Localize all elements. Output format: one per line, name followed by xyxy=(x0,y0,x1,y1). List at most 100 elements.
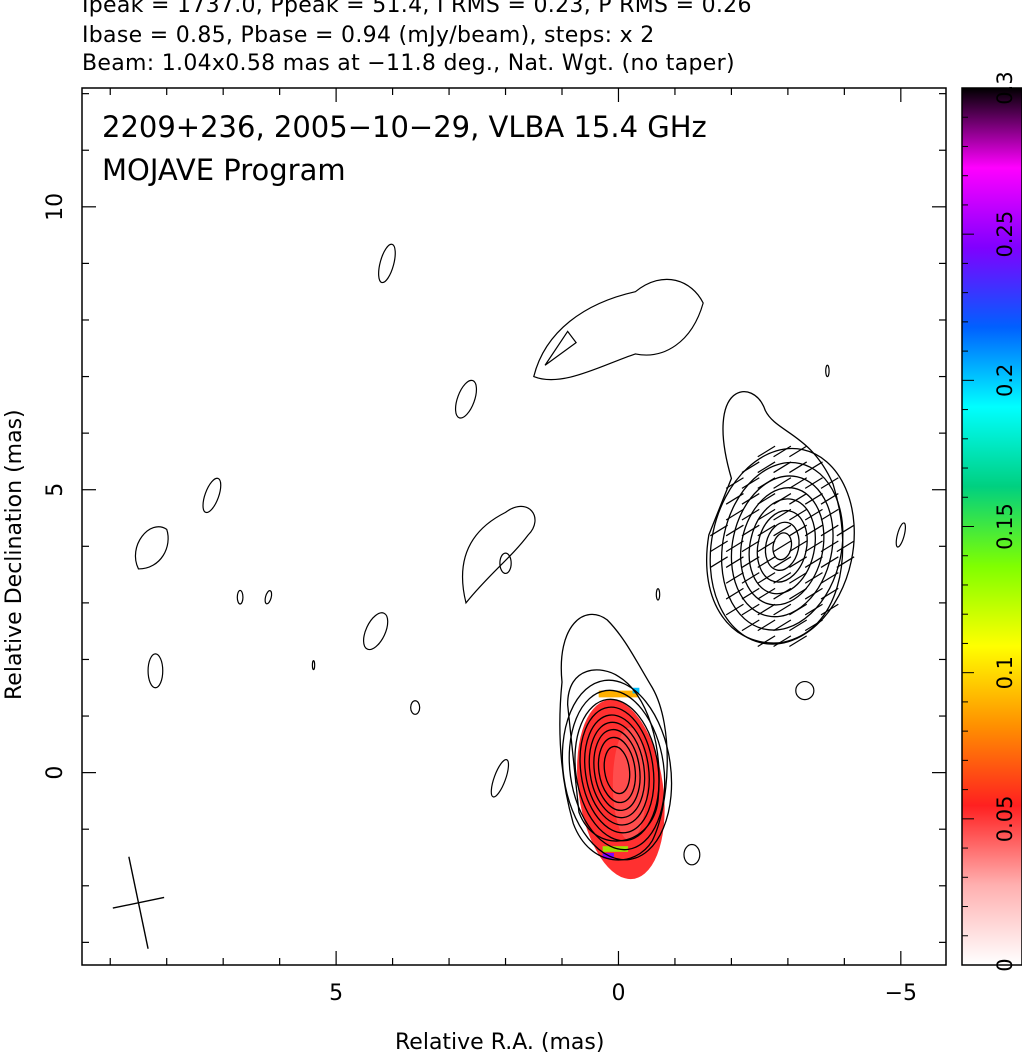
faint-contour-blob-mid xyxy=(461,505,536,605)
polarization-vector xyxy=(757,556,776,568)
y-tick-label: 5 xyxy=(43,483,68,497)
polarization-vector xyxy=(820,556,839,568)
polarization-vector xyxy=(741,477,760,489)
polarization-edge-top xyxy=(598,690,639,698)
polarization-vector xyxy=(789,603,808,616)
polarization-vector xyxy=(820,603,839,616)
core-contour xyxy=(597,736,637,804)
x-axis-label: Relative R.A. (mas) xyxy=(395,1030,605,1055)
polarization-vector xyxy=(710,540,728,553)
polarization-vector xyxy=(820,572,839,584)
polarization-vector xyxy=(757,587,776,600)
beam-marker xyxy=(112,856,165,949)
jet-contour xyxy=(739,487,825,606)
polarization-vector xyxy=(820,540,839,553)
colorbar-tick-label: 0.1 xyxy=(993,656,1017,689)
core-contour xyxy=(593,728,641,812)
faint-contour xyxy=(410,700,421,715)
polarization-vector xyxy=(741,619,760,632)
polarization-vector xyxy=(789,524,808,537)
core-contour xyxy=(588,721,646,819)
faint-contour xyxy=(490,759,510,798)
polarization-vector xyxy=(741,493,760,505)
polarization-vector xyxy=(773,477,792,489)
axis-ticks xyxy=(82,88,946,965)
header-stats-line: Ipeak = 1737.0, Ppeak = 51.4, I RMS = 0.… xyxy=(82,0,752,18)
polarization-vector xyxy=(789,572,808,584)
polarization-vector xyxy=(741,524,760,537)
polarization-vector xyxy=(773,635,792,647)
faint-contour xyxy=(825,364,830,378)
polarization-vector xyxy=(804,508,823,521)
faint-contour xyxy=(362,612,389,651)
polarization-vector xyxy=(757,508,776,521)
polarization-vector xyxy=(804,603,823,616)
polarization-vector xyxy=(757,461,776,474)
faint-contour xyxy=(378,243,396,284)
faint-contour xyxy=(202,477,222,514)
polarization-vector xyxy=(773,587,792,600)
polarization-vector xyxy=(757,445,776,458)
faint-contour xyxy=(147,653,164,689)
jet-contour xyxy=(709,447,855,645)
jet-contour xyxy=(764,521,800,571)
x-tick-label: 0 xyxy=(611,981,625,1006)
polarization-vector xyxy=(773,556,792,568)
faint-contour xyxy=(895,522,907,548)
polarization-vector xyxy=(820,493,839,505)
faint-contour xyxy=(264,590,273,605)
polarization-vector xyxy=(741,556,760,568)
jet-contour xyxy=(772,532,793,561)
polarization-vector xyxy=(725,540,744,553)
polarization-vector xyxy=(725,587,744,600)
polarization-vectors xyxy=(710,445,855,647)
polarization-vector xyxy=(741,587,760,600)
polarization-vector xyxy=(789,477,808,489)
polarization-vector xyxy=(789,508,808,521)
faint-contour-blob-north xyxy=(533,278,704,381)
polarization-vector xyxy=(757,635,776,647)
colorbar-ticks: 0 0.05 0.1 0.15 0.2 0.25 0.3 xyxy=(962,71,1017,972)
header-beam-line: Beam: 1.04x0.58 mas at −11.8 deg., Nat. … xyxy=(82,51,735,76)
polarization-vector xyxy=(836,524,855,537)
polarization-vector xyxy=(789,635,808,647)
map-layer xyxy=(134,243,907,880)
polarization-vector xyxy=(757,477,776,489)
y-axis-label: Relative Declination (mas) xyxy=(2,409,27,700)
plot-subtitle: MOJAVE Program xyxy=(102,153,346,187)
polarization-vector xyxy=(820,508,839,521)
polarization-vector xyxy=(725,477,744,489)
polarization-vector xyxy=(804,477,823,489)
core-envelope-outer xyxy=(559,613,668,861)
core-contour xyxy=(603,745,631,795)
polarization-vector xyxy=(789,540,808,553)
plot-title: 2209+236, 2005−10−29, VLBA 15.4 GHz xyxy=(102,110,707,144)
polarization-vector xyxy=(725,508,744,521)
polarization-vector xyxy=(757,572,776,584)
core-contour xyxy=(574,698,660,842)
faint-contour xyxy=(311,660,316,671)
polarization-vector xyxy=(773,508,792,521)
faint-contours xyxy=(134,243,907,866)
colorbar-tick-label: 0.15 xyxy=(993,503,1017,550)
polarization-vector xyxy=(710,524,728,537)
core-contour xyxy=(579,706,655,834)
polarization-vector xyxy=(757,493,776,505)
polarization-vector xyxy=(741,540,760,553)
jet-contour xyxy=(720,461,844,631)
polarization-vector xyxy=(773,619,792,632)
polarization-vector xyxy=(804,572,823,584)
jet-contour xyxy=(730,475,834,618)
polarization-vector xyxy=(741,572,760,584)
polarization-vector xyxy=(836,540,855,553)
colorbar-tick-label: 0.2 xyxy=(993,364,1017,397)
polarization-vector xyxy=(804,556,823,568)
core-contour xyxy=(568,689,666,851)
polarization-vector xyxy=(804,524,823,537)
polarization-vector xyxy=(820,524,839,537)
colorbar-tick-label: 0.3 xyxy=(993,71,1017,104)
core-contours xyxy=(559,613,673,861)
polarization-core-highlight xyxy=(612,727,647,841)
plot-frame xyxy=(81,87,947,966)
faint-contour-blob-west xyxy=(134,526,169,570)
